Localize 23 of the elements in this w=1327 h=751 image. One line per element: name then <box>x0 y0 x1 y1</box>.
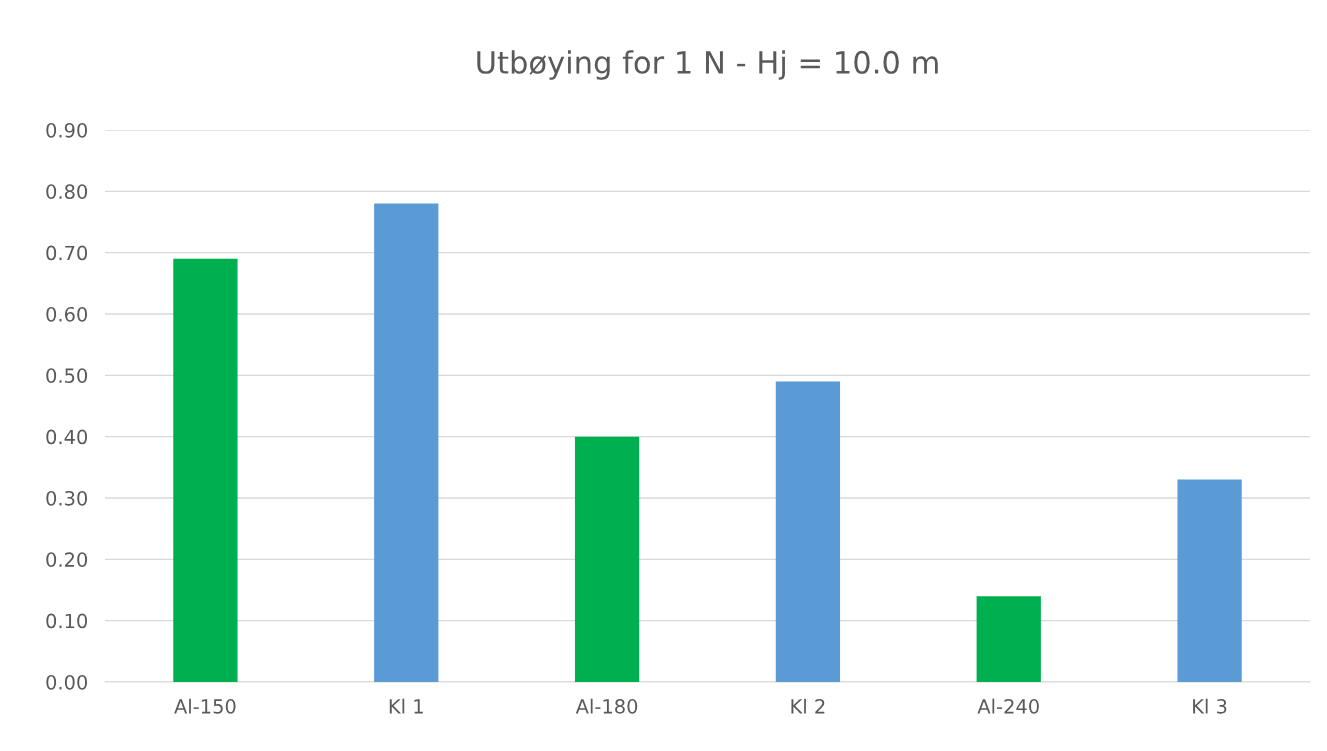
y-tick-label: 0.70 <box>46 245 88 261</box>
x-tick-label: Kl 1 <box>389 698 423 714</box>
y-tick-label: 0.40 <box>46 429 88 445</box>
x-tick-label: Al-240 <box>977 698 1039 714</box>
chart-title: Utbøying for 1 N - Hj = 10.0 m <box>477 50 938 80</box>
x-tick-label: Al-150 <box>174 698 236 714</box>
y-tick-label: 0.10 <box>46 613 88 629</box>
bar <box>574 436 640 682</box>
y-tick-label: 0.60 <box>46 306 88 322</box>
y-tick-label: 0.20 <box>46 552 88 567</box>
y-tick-label: 0.30 <box>46 490 88 506</box>
bar <box>374 203 439 682</box>
y-tick-label: 0.00 <box>46 674 88 690</box>
x-tick-label: Kl 2 <box>791 698 825 714</box>
bar <box>173 258 238 682</box>
y-tick-label: 0.80 <box>46 184 88 199</box>
bar <box>775 381 841 682</box>
bar <box>976 596 1041 682</box>
x-tick-label: Al-180 <box>575 698 638 714</box>
bar <box>1177 479 1242 682</box>
y-tick-label: 0.50 <box>46 368 88 383</box>
x-tick-label: Kl 3 <box>1193 698 1227 714</box>
y-tick-label: 0.90 <box>46 122 88 138</box>
